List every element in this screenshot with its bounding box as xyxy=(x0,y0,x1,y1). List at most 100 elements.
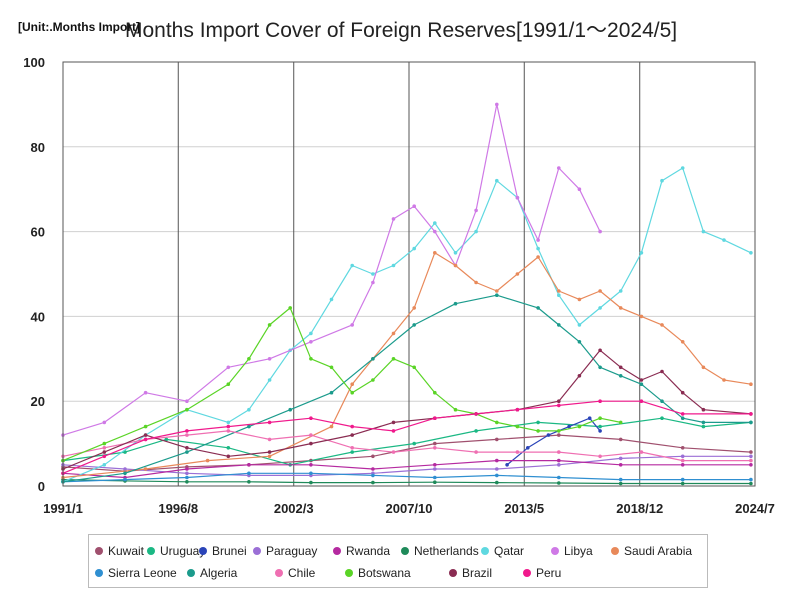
legend-item-kuwait: Kuwait xyxy=(95,544,144,558)
data-point xyxy=(546,433,551,437)
data-point xyxy=(598,399,602,404)
data-point xyxy=(577,340,582,344)
data-point xyxy=(495,480,499,485)
data-point xyxy=(474,208,478,213)
legend-item-uruguay: Uruguay xyxy=(147,544,205,558)
legend-item-brazil: Brazil xyxy=(449,566,492,580)
data-point xyxy=(680,454,685,459)
legend-item-botswana: Botswana xyxy=(345,566,411,580)
x-tick-label: 2024/7 xyxy=(735,501,775,516)
data-point xyxy=(749,382,753,387)
data-point xyxy=(680,458,685,463)
data-point xyxy=(557,323,561,327)
data-point xyxy=(309,480,313,485)
data-point xyxy=(749,454,753,459)
data-point xyxy=(309,471,313,476)
data-point xyxy=(495,473,499,478)
data-point xyxy=(453,251,458,255)
data-point xyxy=(453,407,458,412)
legend-item-peru: Peru xyxy=(523,566,561,580)
data-point xyxy=(639,450,644,454)
data-point xyxy=(371,473,375,478)
data-point xyxy=(577,323,582,327)
data-point xyxy=(680,446,685,450)
legend-marker xyxy=(345,569,353,577)
data-point xyxy=(749,481,753,486)
data-point xyxy=(557,463,561,467)
legend-label: Paraguay xyxy=(266,544,318,558)
data-point xyxy=(474,412,478,416)
data-point xyxy=(371,272,375,276)
legend-marker xyxy=(449,569,457,577)
data-point xyxy=(371,454,375,459)
data-point xyxy=(123,477,127,482)
data-point xyxy=(185,446,189,450)
legend-item-paraguay: Paraguay xyxy=(253,544,317,558)
data-point xyxy=(102,454,107,459)
y-tick-label: 80 xyxy=(31,140,45,155)
legend-label: Algeria xyxy=(200,566,238,580)
y-axis-ticks: 0 20 40 60 80 100 xyxy=(23,55,45,494)
x-axis-ticks: 1991/1 1996/8 2002/3 2007/10 2013/5 2018/12 20… xyxy=(43,501,775,516)
data-point xyxy=(474,229,478,234)
series-uruguay xyxy=(61,416,753,467)
data-point xyxy=(618,306,623,310)
data-point xyxy=(102,441,107,446)
data-point xyxy=(309,416,313,421)
data-point xyxy=(618,477,623,482)
data-point xyxy=(412,441,417,446)
legend-item-saudi-arabia: Saudi Arabia xyxy=(611,544,692,558)
series-line xyxy=(62,479,751,485)
data-point xyxy=(557,450,561,454)
data-point xyxy=(185,475,189,480)
legend-label: Rwanda xyxy=(346,544,391,558)
data-point xyxy=(557,481,561,485)
data-point xyxy=(185,480,189,484)
legend-marker xyxy=(199,547,207,555)
data-point xyxy=(267,420,272,425)
data-point xyxy=(515,424,520,429)
data-point xyxy=(288,306,293,310)
data-point xyxy=(598,416,602,421)
x-tick-label: 2002/3 xyxy=(274,501,314,516)
y-tick-label: 40 xyxy=(31,309,45,324)
data-point xyxy=(495,293,499,298)
data-point xyxy=(536,255,540,259)
data-point xyxy=(309,463,313,467)
data-point xyxy=(185,407,189,412)
series-rwanda xyxy=(61,458,753,480)
data-point xyxy=(557,166,561,170)
legend-label: Saudi Arabia xyxy=(624,544,693,558)
data-point xyxy=(495,458,499,463)
legend-marker xyxy=(611,547,619,555)
y-tick-label: 100 xyxy=(23,55,45,70)
data-point xyxy=(350,382,355,387)
data-point xyxy=(433,221,437,225)
plot-frame xyxy=(62,61,756,487)
legend-label: Brazil xyxy=(462,566,493,580)
data-point xyxy=(495,467,499,471)
data-point xyxy=(526,446,530,450)
unit-label: [Unit:.Months Import] xyxy=(18,20,140,34)
data-point xyxy=(412,323,417,327)
data-point xyxy=(205,458,210,463)
data-point xyxy=(557,399,561,404)
data-point xyxy=(701,229,706,234)
legend-item-qatar: Qatar xyxy=(481,544,524,558)
data-point xyxy=(391,429,396,433)
data-point xyxy=(453,301,458,306)
data-point xyxy=(371,280,375,285)
data-point xyxy=(536,246,540,251)
data-point xyxy=(495,102,499,107)
data-point xyxy=(350,424,355,429)
data-point xyxy=(749,412,753,416)
legend-label: Peru xyxy=(536,566,562,580)
data-point xyxy=(433,251,437,255)
data-point xyxy=(391,331,396,336)
legend-item-netherlands: Netherlands xyxy=(401,544,479,558)
series-algeria xyxy=(61,293,753,484)
data-point xyxy=(557,433,561,437)
data-point xyxy=(412,204,417,208)
x-tick-label: 1991/1 xyxy=(43,501,83,516)
data-point xyxy=(639,251,644,255)
